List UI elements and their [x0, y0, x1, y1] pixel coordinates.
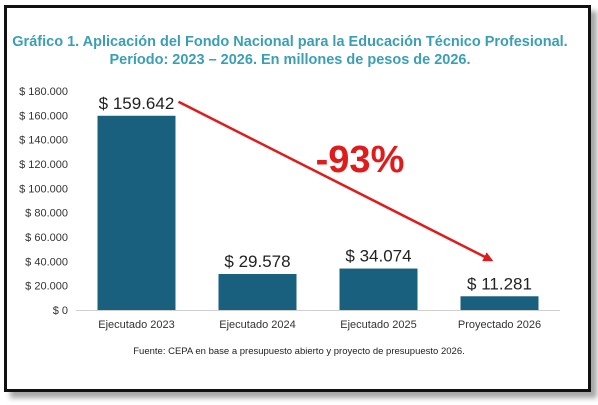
x-tick-label: Proyectado 2026	[458, 319, 541, 331]
annotation-arrow	[177, 100, 494, 262]
x-tick-label: Ejecutado 2024	[219, 319, 295, 331]
y-tick-label: $ 120.000	[19, 159, 68, 171]
bars: $ 159.642 $ 29.578 $ 34.074 $ 11.281	[97, 94, 539, 311]
x-axis: Ejecutado 2023 Ejecutado 2024 Ejecutado 20…	[76, 310, 560, 331]
annotation: -93%	[177, 100, 494, 262]
chart-title-block: Gráfico 1. Aplicación del Fondo Nacional…	[10, 33, 570, 69]
data-label: $ 29.578	[224, 252, 290, 271]
bar	[218, 274, 297, 310]
data-label: $ 34.074	[345, 247, 411, 266]
data-label: $ 11.281	[467, 274, 532, 293]
y-tick-label: $ 40.000	[25, 256, 68, 268]
chart-source: Fuente: CEPA en base a presupuesto abier…	[133, 346, 465, 357]
bar	[460, 296, 539, 310]
y-tick-label: $ 160.000	[19, 110, 68, 122]
bar	[339, 268, 418, 310]
y-axis: $ 0 $ 20.000 $ 40.000 $ 60.000 $ 80.000 $ 100…	[19, 86, 68, 317]
y-tick-label: $ 60.000	[25, 232, 68, 244]
y-tick-label: $ 100.000	[19, 183, 68, 195]
y-tick-label: $ 140.000	[19, 135, 68, 147]
x-tick-label: Ejecutado 2025	[340, 319, 416, 331]
data-label: $ 159.642	[99, 94, 175, 113]
annotation-percentage: -93%	[316, 139, 405, 181]
y-tick-label: $ 80.000	[25, 208, 68, 220]
chart-subtitle: Período: 2023 – 2026. En millones de pes…	[109, 52, 471, 68]
chart-title: Gráfico 1. Aplicación del Fondo Nacional…	[12, 34, 568, 50]
y-tick-label: $ 20.000	[25, 281, 68, 293]
bar	[97, 115, 176, 311]
y-tick-label: $ 0	[53, 305, 68, 317]
y-tick-label: $ 180.000	[19, 86, 68, 98]
x-tick-label: Ejecutado 2023	[98, 319, 174, 331]
